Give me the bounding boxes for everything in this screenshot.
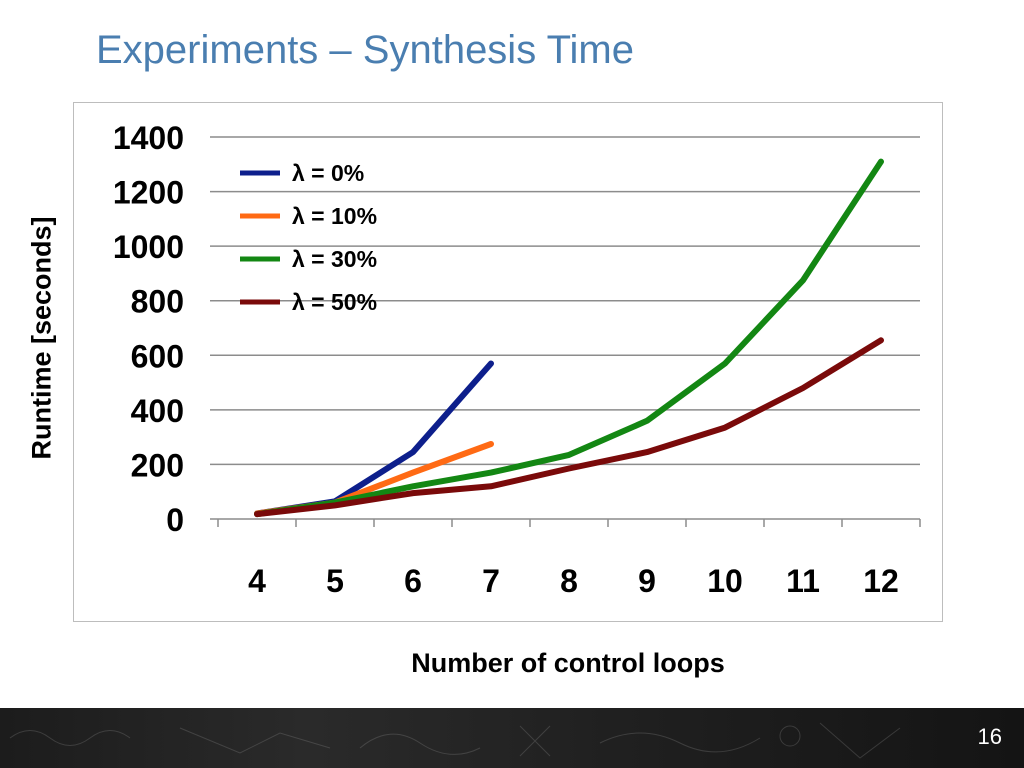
y-tick-label: 1200	[113, 175, 184, 211]
x-tick-label: 10	[707, 563, 743, 599]
y-tick-label: 800	[131, 284, 184, 320]
legend-label: λ = 30%	[292, 246, 377, 272]
y-tick-label: 200	[131, 447, 184, 483]
y-tick-label: 400	[131, 393, 184, 429]
page-number: 16	[977, 724, 1002, 749]
x-tick-label: 9	[638, 563, 656, 599]
x-axis-label: Number of control loops	[411, 648, 725, 678]
x-tick-label: 5	[326, 563, 344, 599]
series-line-2	[254, 158, 884, 518]
x-tick-label: 12	[863, 563, 899, 599]
x-tick-label: 6	[404, 563, 422, 599]
y-tick-label: 0	[166, 502, 184, 538]
series-line-3	[254, 337, 884, 518]
footer-texture	[9, 722, 901, 759]
x-tick-label: 8	[560, 563, 578, 599]
x-tick-label: 4	[248, 563, 266, 599]
chart-frame	[73, 102, 943, 622]
legend-label: λ = 10%	[292, 203, 377, 229]
x-tick-label: 7	[482, 563, 500, 599]
footer-bar	[0, 708, 1024, 768]
legend-label: λ = 50%	[292, 289, 377, 315]
slide-title: Experiments – Synthesis Time	[96, 28, 634, 72]
x-tick-label: 11	[786, 563, 820, 599]
y-tick-label: 600	[131, 338, 184, 374]
legend-label: λ = 0%	[292, 160, 364, 186]
y-tick-label: 1400	[113, 120, 184, 156]
y-tick-label: 1000	[113, 229, 184, 265]
